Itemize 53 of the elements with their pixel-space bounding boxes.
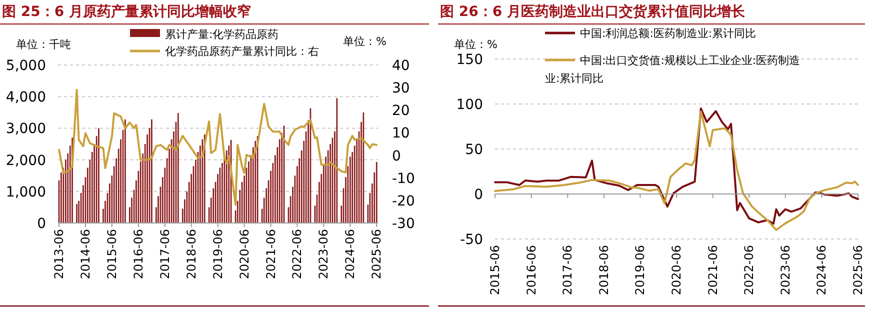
y2-tick-label: 20 — [392, 103, 410, 120]
legend-label: 中国:利润总额:医药制造业:累计同比 — [580, 27, 756, 40]
y2-tick-label: -20 — [392, 193, 415, 210]
y-tick-label: 5,000 — [6, 58, 46, 74]
x-tick-label: 2018-06 — [596, 245, 611, 296]
y2-tick-label: 40 — [392, 58, 410, 74]
x-tick-label: 2024-06 — [343, 229, 358, 280]
x-tick-label: 2025-06 — [370, 229, 384, 280]
y-tick-label: 150 — [456, 52, 483, 68]
y-axis-title: 单位：千吨 — [16, 38, 71, 51]
x-tick-label: 2025-06 — [851, 245, 865, 296]
y-tick-label: 1,000 — [6, 184, 46, 200]
chart-title: 图 25：6 月原药产量累计同比增幅收窄 — [2, 3, 251, 20]
x-tick-label: 2015-06 — [104, 229, 119, 280]
y-tick-label: 0 — [474, 187, 483, 203]
chart-title: 图 26：6 月医药制造业出口交货累计值同比增长 — [440, 3, 746, 20]
y-tick-label: 4,000 — [6, 90, 46, 106]
x-tick-label: 2022-06 — [742, 245, 756, 296]
x-tick-label: 2021-06 — [264, 229, 278, 280]
y2-tick-label: 10 — [392, 126, 410, 142]
y2-tick-label: -30 — [392, 216, 415, 232]
x-tick-label: 2016-06 — [524, 245, 538, 296]
y-tick-label: -50 — [460, 232, 483, 248]
y-tick-label: 0 — [37, 216, 46, 232]
y-tick-label: 2,000 — [6, 152, 46, 169]
y2-tick-label: 0 — [392, 148, 401, 164]
x-tick-label: 2017-06 — [560, 245, 575, 296]
x-tick-label: 2023-06 — [778, 245, 792, 296]
x-tick-label: 2018-06 — [184, 229, 198, 280]
x-tick-label: 2016-06 — [131, 229, 146, 280]
legend-label: 累计产量:化学药品原药 — [165, 28, 279, 41]
y-axis-title: 单位：% — [454, 38, 498, 51]
x-tick-label: 2020-06 — [237, 229, 252, 280]
x-tick-label: 2017-06 — [158, 229, 172, 280]
x-tick-label: 2021-06 — [706, 245, 720, 296]
legend-label: 化学药品原药产量累计同比：右 — [165, 45, 319, 58]
x-tick-label: 2022-06 — [290, 229, 304, 280]
y-tick-label: 100 — [456, 97, 483, 113]
line-series — [58, 88, 378, 206]
legend-label: 中国:出口交货值:规模以上工业企业:医药制造业:累计同比 — [545, 54, 800, 85]
x-tick-label: 2015-06 — [488, 245, 502, 296]
x-tick-label: 2014-06 — [78, 229, 92, 280]
y-tick-label: 50 — [465, 142, 483, 158]
y2-axis-title: 单位：% — [343, 35, 386, 48]
x-tick-label: 2023-06 — [316, 229, 331, 280]
x-tick-label: 2013-06 — [52, 229, 66, 280]
y2-tick-label: 30 — [392, 80, 410, 97]
x-tick-label: 2019-06 — [210, 229, 225, 280]
y-tick-label: 3,000 — [6, 121, 46, 138]
x-tick-label: 2019-06 — [633, 245, 648, 296]
x-tick-label: 2024-06 — [814, 245, 829, 296]
x-tick-label: 2020-06 — [670, 245, 684, 296]
y2-tick-label: -10 — [392, 170, 415, 187]
